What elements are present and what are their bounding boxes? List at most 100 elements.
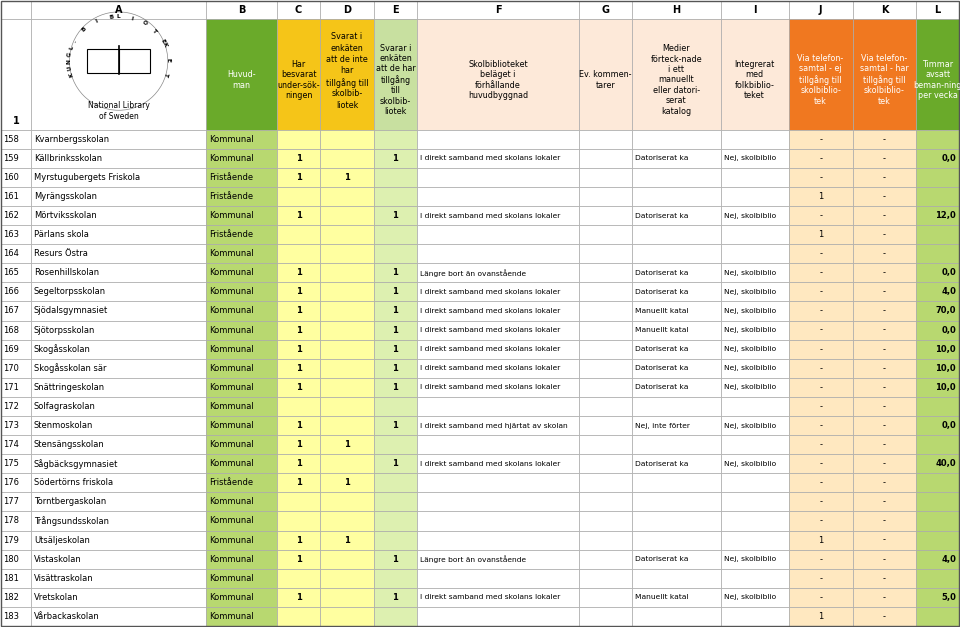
Text: B: B: [108, 14, 113, 20]
Text: Nej, skolbiblio: Nej, skolbiblio: [724, 155, 776, 161]
Text: 0,0: 0,0: [941, 268, 956, 277]
Bar: [418, 492, 579, 512]
Bar: [789, 359, 852, 378]
Text: Datoriserat ka: Datoriserat ka: [636, 270, 688, 276]
Text: G: G: [602, 5, 610, 15]
Bar: [321, 19, 373, 130]
Text: Kommunal: Kommunal: [209, 364, 254, 373]
Bar: [321, 569, 373, 588]
Text: I direkt samband med skolans lokaler: I direkt samband med skolans lokaler: [420, 384, 561, 391]
Bar: [579, 302, 633, 320]
Text: 1: 1: [393, 211, 398, 220]
Bar: [31, 530, 206, 550]
Bar: [321, 359, 373, 378]
Bar: [31, 1, 206, 19]
Bar: [917, 550, 959, 569]
Bar: [852, 19, 917, 130]
Bar: [1, 263, 31, 282]
Bar: [418, 187, 579, 206]
Bar: [633, 225, 721, 244]
Bar: [789, 206, 852, 225]
Bar: [852, 263, 917, 282]
Text: -: -: [819, 555, 822, 564]
Bar: [789, 1, 852, 19]
Bar: [852, 320, 917, 340]
Bar: [852, 187, 917, 206]
Text: -: -: [819, 268, 822, 277]
Text: 10,0: 10,0: [935, 364, 956, 373]
Bar: [321, 149, 373, 168]
Text: 1: 1: [393, 307, 398, 315]
Bar: [579, 588, 633, 607]
Bar: [206, 19, 276, 130]
Bar: [87, 49, 119, 73]
Bar: [276, 530, 321, 550]
Text: 1: 1: [344, 440, 349, 449]
Text: -: -: [883, 325, 886, 335]
Bar: [579, 320, 633, 340]
Text: Manuellt katal: Manuellt katal: [636, 594, 688, 601]
Bar: [1, 19, 31, 130]
Bar: [1, 492, 31, 512]
Text: 4,0: 4,0: [941, 555, 956, 564]
Bar: [206, 130, 276, 149]
Bar: [276, 454, 321, 473]
Text: Kommunal: Kommunal: [209, 325, 254, 335]
Text: 1: 1: [296, 268, 301, 277]
Text: 1: 1: [393, 287, 398, 297]
Bar: [373, 19, 418, 130]
Text: I direkt samband med hjärtat av skolan: I direkt samband med hjärtat av skolan: [420, 423, 568, 428]
Text: 158: 158: [3, 135, 19, 144]
Text: Datoriserat ka: Datoriserat ka: [636, 289, 688, 295]
Text: Datoriserat ka: Datoriserat ka: [636, 213, 688, 219]
Bar: [579, 435, 633, 454]
Bar: [1, 550, 31, 569]
Bar: [917, 512, 959, 530]
Bar: [1, 302, 31, 320]
Bar: [276, 435, 321, 454]
Bar: [31, 492, 206, 512]
Bar: [852, 130, 917, 149]
Bar: [633, 607, 721, 626]
Bar: [633, 435, 721, 454]
Bar: [579, 550, 633, 569]
Bar: [276, 588, 321, 607]
Text: 40,0: 40,0: [935, 459, 956, 468]
Text: 165: 165: [3, 268, 19, 277]
Bar: [321, 530, 373, 550]
Bar: [276, 168, 321, 187]
Text: Kommunal: Kommunal: [209, 249, 254, 258]
Bar: [206, 244, 276, 263]
Text: I direkt samband med skolans lokaler: I direkt samband med skolans lokaler: [420, 346, 561, 352]
Bar: [721, 530, 789, 550]
Text: K: K: [69, 72, 75, 78]
Text: Solfagraskolan: Solfagraskolan: [34, 402, 96, 411]
Text: har: har: [340, 66, 353, 75]
Text: C: C: [295, 5, 302, 15]
Text: Huvud-
man: Huvud- man: [228, 70, 256, 90]
Text: 159: 159: [3, 154, 19, 163]
Text: -: -: [819, 593, 822, 602]
Text: -: -: [819, 211, 822, 220]
Text: -: -: [819, 459, 822, 468]
Bar: [721, 206, 789, 225]
Bar: [633, 340, 721, 359]
Bar: [721, 397, 789, 416]
Bar: [373, 378, 418, 397]
Text: Kommunal: Kommunal: [209, 154, 254, 163]
Bar: [579, 1, 633, 19]
Bar: [721, 320, 789, 340]
Bar: [917, 473, 959, 492]
Bar: [852, 416, 917, 435]
Bar: [852, 454, 917, 473]
Text: E: E: [159, 38, 165, 44]
Text: Segeltorpsskolan: Segeltorpsskolan: [34, 287, 106, 297]
Text: A: A: [115, 5, 122, 15]
Bar: [1, 397, 31, 416]
Bar: [579, 263, 633, 282]
Bar: [418, 397, 579, 416]
Bar: [917, 263, 959, 282]
Bar: [852, 378, 917, 397]
Text: Manuellt katal: Manuellt katal: [636, 308, 688, 314]
Bar: [321, 492, 373, 512]
